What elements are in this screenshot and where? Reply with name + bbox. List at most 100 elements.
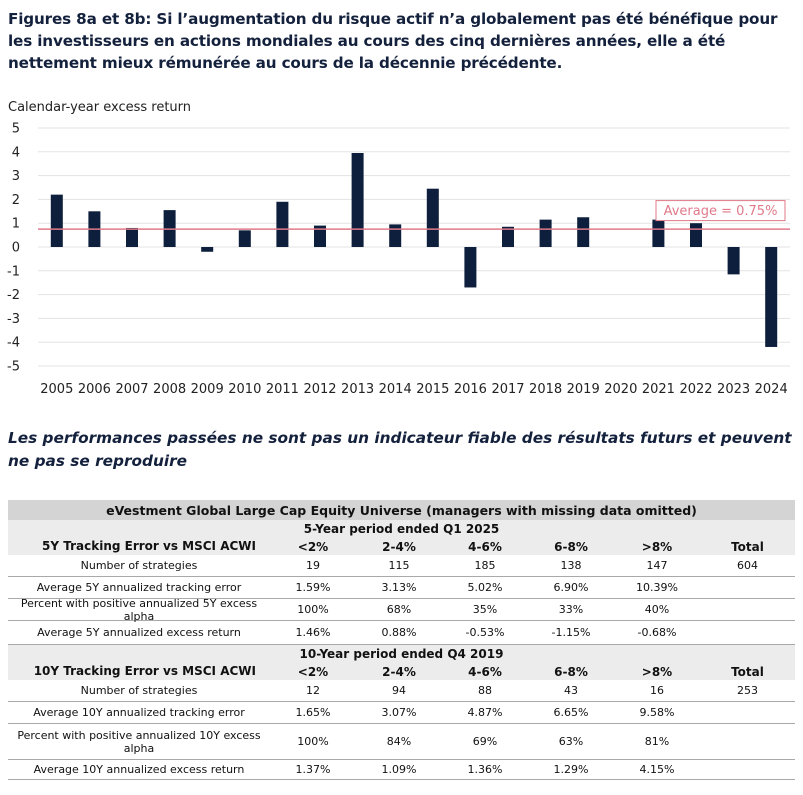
x-tick-label: 2016: [454, 382, 487, 397]
cell: 1.46%: [295, 626, 331, 639]
cell: 4.15%: [639, 763, 675, 776]
row-label: Number of strategies: [80, 684, 198, 697]
cell: 604: [737, 559, 758, 572]
cell: 253: [737, 684, 758, 697]
table-row: Number of strategies 19 115 185 138 147 …: [8, 555, 795, 577]
cell: 100%: [297, 603, 329, 616]
cell: 88: [478, 684, 492, 697]
cell: 147: [646, 559, 668, 572]
cell: 6.65%: [553, 706, 589, 719]
x-tick-label: 2010: [228, 382, 261, 397]
y-tick-label: -3: [7, 312, 20, 327]
x-tick-label: 2007: [115, 382, 148, 397]
bar: [126, 227, 138, 247]
y-axis-label: Calendar-year excess return: [8, 100, 192, 115]
cell: 100%: [297, 735, 329, 748]
col-header: 4-6%: [468, 664, 502, 679]
x-tick-label: 2013: [341, 382, 374, 397]
bar: [276, 201, 289, 247]
period-5y-header: 5-Year period ended Q1 2025: [8, 520, 795, 538]
cell: 94: [392, 684, 406, 697]
table-header: eVestment Global Large Cap Equity Univer…: [8, 500, 795, 520]
cell: -1.15%: [551, 626, 591, 639]
col-header: <2%: [297, 539, 329, 554]
bar: [652, 219, 665, 247]
y-tick-label: 3: [12, 169, 20, 184]
x-tick-label: 2005: [40, 382, 73, 397]
bar-chart: 5 4 3 2 1 0 -1 -2 -3 -4 -5 Average = 0.75% 2005 2006 2…: [7, 122, 790, 397]
cell: 69%: [472, 735, 498, 748]
cell: 138: [560, 559, 582, 572]
col-header: Total: [731, 664, 764, 679]
table-row: Average 10Y annualized tracking error 1.…: [8, 702, 795, 724]
cell: 68%: [386, 603, 412, 616]
cell: -0.53%: [465, 626, 505, 639]
y-tick-label: 5: [12, 122, 20, 137]
table-row: Number of strategies 12 94 88 43 16 253: [8, 680, 795, 702]
cell: 1.29%: [553, 763, 589, 776]
cell: 35%: [472, 603, 498, 616]
cell: 81%: [644, 735, 670, 748]
bar: [464, 247, 477, 288]
x-tick-label: 2018: [529, 382, 562, 397]
average-label: Average = 0.75%: [664, 204, 778, 219]
y-tick-label: 2: [12, 193, 20, 208]
x-tick-label: 2024: [755, 382, 788, 397]
bar: [50, 194, 63, 247]
cell: 16: [650, 684, 664, 697]
bar: [765, 247, 778, 347]
cell: 185: [474, 559, 496, 572]
bar: [690, 223, 702, 247]
x-tick-label: 2015: [416, 382, 449, 397]
x-tick-label: 2009: [191, 382, 224, 397]
x-tick-label: 2006: [78, 382, 111, 397]
col-header: <2%: [297, 664, 329, 679]
y-tick-label: -2: [7, 288, 20, 303]
cell: 1.09%: [381, 763, 417, 776]
bar: [314, 225, 326, 247]
tracking-error-5y-label: 5Y Tracking Error vs MSCI ACWI: [42, 539, 256, 553]
average-label-box: [655, 200, 786, 222]
cell: 19: [306, 559, 320, 572]
table-row: Percent with positive annualized 10Y exc…: [8, 724, 795, 760]
period-10y-header: 10-Year period ended Q4 2019: [8, 645, 795, 663]
y-tick-label: 0: [12, 241, 20, 256]
table-row: Average 10Y annualized excess return 1.3…: [8, 760, 795, 780]
x-tick-label: 2014: [379, 382, 412, 397]
x-tick-label: 2011: [266, 382, 299, 397]
cell: 10.39%: [636, 581, 678, 594]
bar: [351, 152, 364, 247]
cell: 3.07%: [381, 706, 417, 719]
x-tick-label: 2020: [604, 382, 637, 397]
cell: 1.37%: [295, 763, 331, 776]
row-label: Average 10Y annualized tracking error: [33, 706, 245, 719]
table-row: Average 5Y annualized tracking error 1.5…: [8, 577, 795, 599]
cell: 3.13%: [381, 581, 417, 594]
row-label: Number of strategies: [80, 559, 198, 572]
bar: [539, 219, 552, 247]
columns-5y-header: 5Y Tracking Error vs MSCI ACWI <2% 2-4% …: [8, 538, 795, 555]
cell: 40%: [644, 603, 670, 616]
cell: 9.58%: [639, 706, 675, 719]
y-tick-label: 4: [12, 145, 20, 160]
x-tick-label: 2019: [567, 382, 600, 397]
strategies-table: eVestment Global Large Cap Equity Univer…: [8, 500, 795, 780]
disclaimer: Les performances passées ne sont pas un …: [8, 429, 792, 470]
cell: 1.65%: [295, 706, 331, 719]
y-tick-label: -4: [7, 336, 20, 351]
row-label: Average 5Y annualized excess return: [37, 626, 241, 639]
row-label: Percent with positive annualized 10Y exc…: [17, 728, 261, 755]
cell: 1.36%: [467, 763, 503, 776]
bar: [389, 224, 402, 247]
bar: [201, 247, 214, 252]
cell: 43: [564, 684, 578, 697]
col-header: >8%: [641, 539, 673, 554]
cell: 115: [388, 559, 410, 572]
col-header: 4-6%: [468, 539, 502, 554]
x-tick-label: 2017: [491, 382, 524, 397]
row-label: Average 5Y annualized tracking error: [36, 581, 242, 594]
table-row: Percent with positive annualized 5Y exce…: [8, 597, 795, 623]
bar: [577, 217, 590, 247]
cell: 12: [306, 684, 320, 697]
bar: [426, 188, 439, 247]
